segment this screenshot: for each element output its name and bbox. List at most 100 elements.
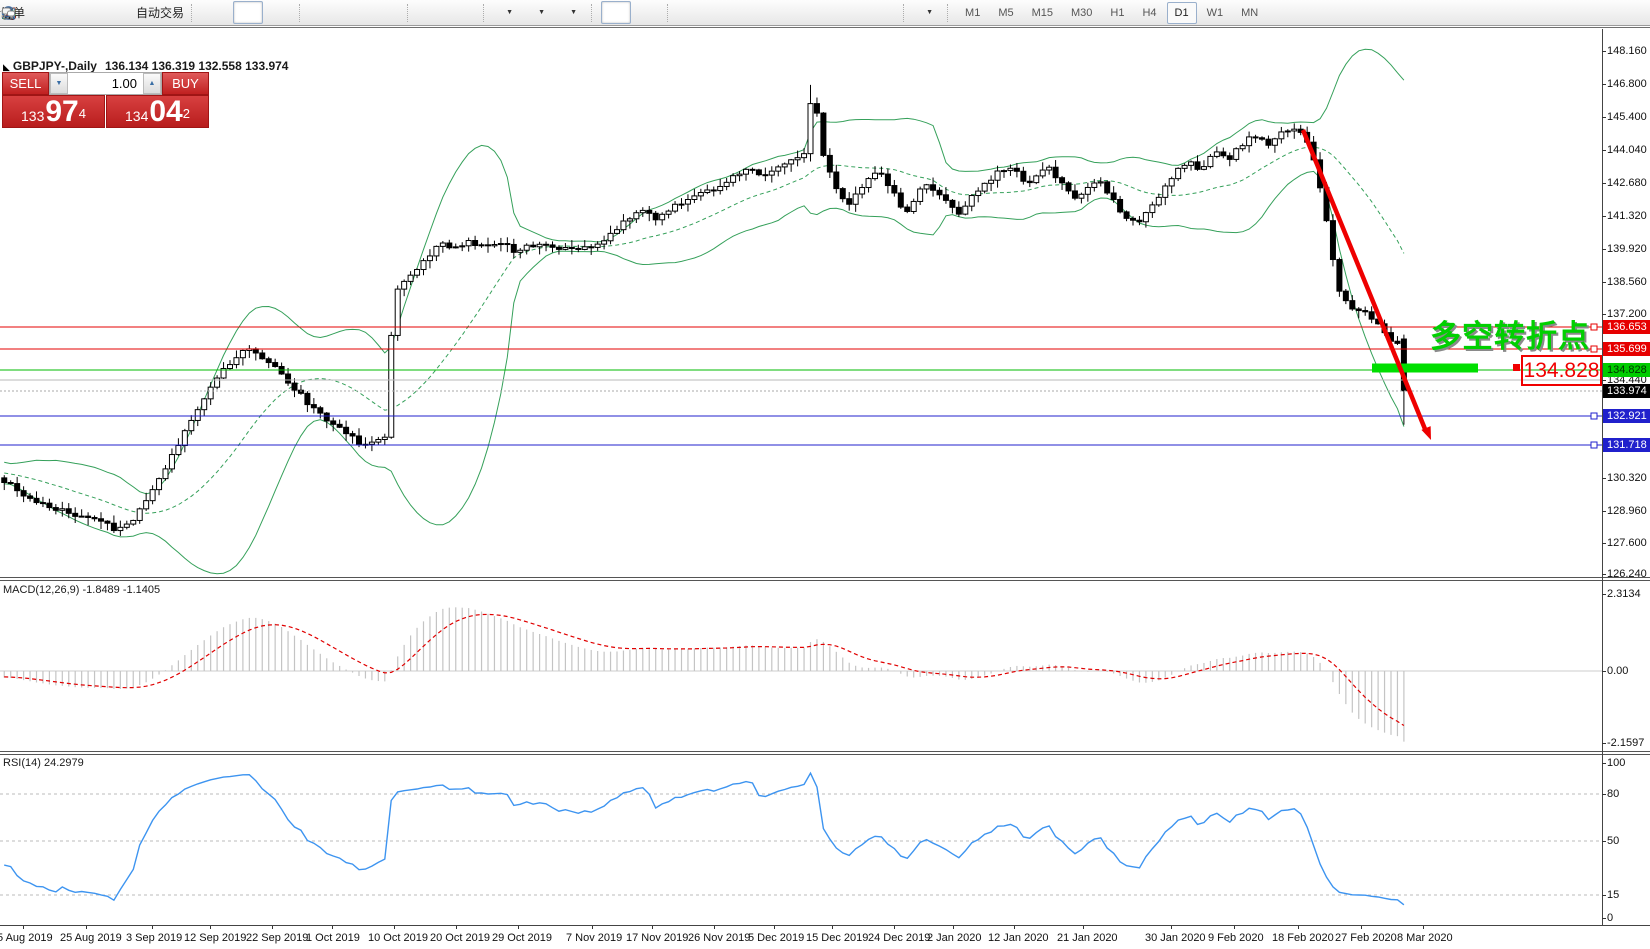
tf-h1[interactable]: H1	[1110, 6, 1125, 19]
toolbar-separator	[591, 3, 596, 22]
volume-decrease-button[interactable]: ▼	[50, 73, 68, 94]
macd-rsi-separator[interactable]	[0, 751, 1650, 755]
level-anchor[interactable]	[1590, 323, 1598, 331]
date-label[interactable]: 21 Jan 2020	[1057, 932, 1118, 944]
date-label[interactable]: 18 Feb 2020	[1272, 932, 1334, 944]
annotation-anchor[interactable]	[1513, 364, 1520, 371]
price-tick	[1602, 478, 1606, 479]
tile-windows-icon[interactable]	[2, 1, 403, 24]
bull-bear-turning-point-annotation[interactable]: 多空转折点	[1430, 319, 1590, 354]
line-chart-icon[interactable]	[3, 1, 295, 24]
level-anchor[interactable]	[1590, 412, 1598, 420]
volume-increase-button[interactable]: ▲	[143, 73, 161, 94]
sell-price[interactable]: 133 97 4	[2, 95, 105, 128]
fibonacci-icon[interactable]: F	[3, 1, 835, 24]
date-label[interactable]: 1 Oct 2019	[306, 932, 360, 944]
tf-m30[interactable]: M30	[1071, 6, 1093, 19]
date-label[interactable]: 8 Mar 2020	[1397, 932, 1453, 944]
vertical-line-icon[interactable]	[7, 1, 707, 24]
market-watch-icon[interactable]	[2, 1, 96, 24]
navigator-icon[interactable]	[3, 1, 128, 24]
tf-d1[interactable]: D1	[1166, 1, 1197, 24]
date-label[interactable]: 3 Sep 2019	[126, 932, 183, 944]
date-label[interactable]: 9 Feb 2020	[1208, 932, 1264, 944]
auto-scroll-icon[interactable]	[3, 1, 447, 24]
level-anchor[interactable]	[1590, 345, 1598, 353]
tf-m15[interactable]: M15	[1031, 6, 1053, 19]
periods-button[interactable]: ▼	[1, 1, 555, 24]
date-tick	[1014, 926, 1015, 929]
date-label[interactable]: 5 Aug 2019	[0, 932, 53, 944]
price-annotation-box[interactable]: 134.828	[1521, 355, 1602, 386]
date-label[interactable]: 26 Nov 2019	[688, 932, 751, 944]
date-label[interactable]: 2 Jan 2020	[927, 932, 982, 944]
date-tick	[1298, 926, 1299, 929]
date-label[interactable]: 12 Sep 2019	[184, 932, 247, 944]
date-label[interactable]: 7 Nov 2019	[566, 932, 623, 944]
date-label[interactable]: 22 Sep 2019	[246, 932, 309, 944]
text-label-icon[interactable]: T	[2, 1, 899, 24]
dropdown-caret-icon[interactable]: ▼	[538, 9, 545, 16]
zoom-in-icon[interactable]	[2, 1, 339, 24]
rsi-tick-label: 15	[1607, 889, 1620, 901]
search-button[interactable]	[2, 1, 1609, 24]
date-tick	[152, 926, 153, 929]
indicators-button[interactable]: ▼	[2, 1, 523, 24]
trend-arrow-head[interactable]	[1421, 426, 1431, 440]
channel-icon[interactable]: E	[2, 1, 803, 24]
text-icon[interactable]: A	[5, 1, 867, 24]
dropdown-caret-icon[interactable]: ▼	[506, 9, 513, 16]
arrows-icon[interactable]: ▼	[3, 1, 943, 24]
level-anchor[interactable]	[1590, 441, 1598, 449]
horizontal-line-icon[interactable]	[2, 1, 739, 24]
chat-icon	[2, 7, 15, 19]
tf-w1[interactable]: W1	[1206, 6, 1224, 19]
volume-input[interactable]	[68, 73, 143, 94]
bar-chart-icon[interactable]	[3, 1, 231, 24]
templates-button[interactable]: ▼	[2, 1, 587, 24]
date-label[interactable]: 27 Feb 2020	[1335, 932, 1397, 944]
date-label[interactable]: 20 Oct 2019	[430, 932, 490, 944]
trendline-icon[interactable]	[3, 1, 771, 24]
date-label[interactable]: 25 Aug 2019	[60, 932, 122, 944]
dropdown-caret-icon[interactable]: ▼	[926, 9, 933, 16]
date-label[interactable]: 10 Oct 2019	[368, 932, 428, 944]
sell-price-big: 97	[45, 95, 79, 128]
tf-mn[interactable]: MN	[1241, 6, 1259, 19]
tf-m1[interactable]: M1	[965, 6, 981, 19]
macd-name: MACD(12,26,9)	[3, 584, 80, 596]
date-label[interactable]: 29 Oct 2019	[492, 932, 552, 944]
tf-h4[interactable]: H4	[1142, 6, 1157, 19]
trend-arrow[interactable]	[1300, 129, 1428, 430]
price-tick-label: 146.800	[1607, 78, 1647, 90]
main-macd-separator[interactable]	[0, 577, 1650, 581]
chart-shift-icon[interactable]	[3, 1, 479, 24]
date-label[interactable]: 15 Dec 2019	[806, 932, 869, 944]
date-label[interactable]: 5 Dec 2019	[748, 932, 805, 944]
quotes-icon[interactable]	[1, 1, 64, 24]
crosshair-icon[interactable]	[2, 1, 663, 24]
cursor-icon[interactable]	[5, 1, 632, 24]
sell-button[interactable]: SELL	[2, 72, 49, 95]
date-label[interactable]: 12 Jan 2020	[988, 932, 1049, 944]
horizontal-levels[interactable]	[0, 323, 1602, 449]
date-label[interactable]: 17 Nov 2019	[626, 932, 689, 944]
highlight-level-bar[interactable]	[1372, 363, 1478, 373]
macd-tick	[1602, 671, 1606, 672]
zoom-out-icon[interactable]	[2, 1, 371, 24]
price-chart	[0, 48, 1602, 575]
dropdown-caret-icon[interactable]: ▼	[570, 9, 577, 16]
bollinger-upper-band	[4, 48, 1405, 495]
chat-button[interactable]	[2, 1, 1641, 24]
autotrading-button[interactable]: 自动交易	[2, 1, 187, 24]
date-tick	[86, 926, 87, 929]
buy-price[interactable]: 134 04 2	[106, 95, 209, 128]
candlestick-icon[interactable]	[3, 1, 264, 24]
date-tick	[894, 926, 895, 929]
price-tick-label: 148.160	[1607, 45, 1647, 57]
date-label[interactable]: 24 Dec 2019	[868, 932, 931, 944]
tf-m5[interactable]: M5	[998, 6, 1014, 19]
date-label[interactable]: 30 Jan 2020	[1145, 932, 1206, 944]
buy-button[interactable]: BUY	[162, 72, 209, 95]
